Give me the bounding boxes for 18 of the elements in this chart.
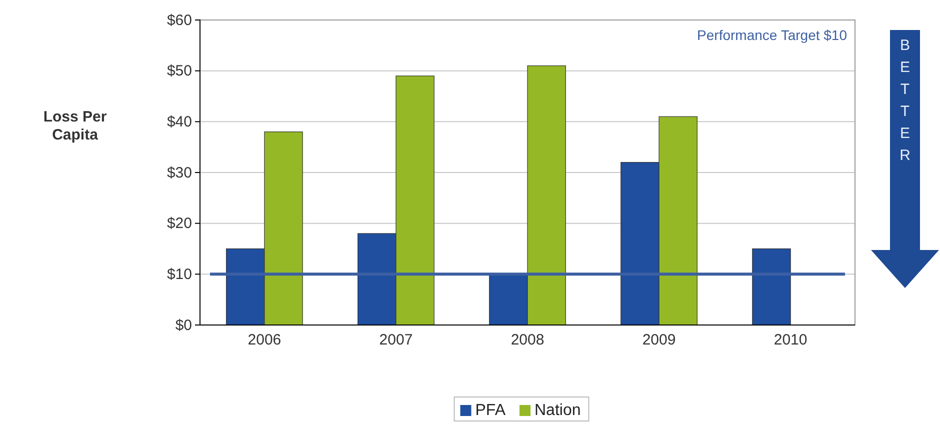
x-tick-label: 2007 (379, 332, 413, 348)
legend-label: Nation (534, 402, 581, 419)
legend-label: PFA (475, 402, 506, 419)
y-axis-title: Loss Per Capita (43, 108, 107, 144)
bar (752, 248, 791, 326)
y-tick-label: $60 (166, 12, 192, 29)
y-tick-label: $20 (166, 215, 192, 232)
ref-line-label: Performance Target $10 (697, 27, 848, 43)
x-tick-label: 2010 (774, 332, 808, 348)
x-tick-label: 2008 (510, 332, 544, 348)
text: BETTER (900, 37, 911, 164)
y-tick-label: $50 (166, 62, 192, 80)
y-tick-label: $40 (166, 113, 192, 130)
y-tick-label: $10 (166, 266, 192, 283)
x-tick-label: 2006 (248, 332, 282, 348)
y-tick-label: $30 (166, 164, 192, 182)
y-tick-label: $0 (175, 316, 192, 334)
x-tick-label: 2009 (642, 332, 676, 348)
